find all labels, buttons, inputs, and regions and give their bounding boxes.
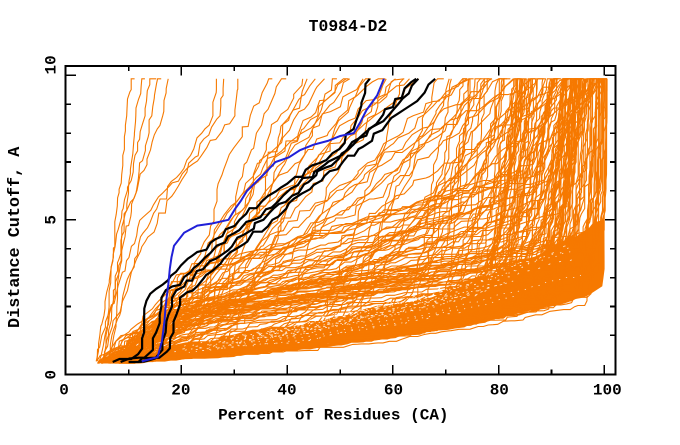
svg-text:10: 10 — [42, 55, 60, 74]
svg-text:20: 20 — [171, 382, 190, 400]
svg-text:60: 60 — [384, 382, 403, 400]
svg-text:5: 5 — [42, 215, 60, 225]
svg-text:100: 100 — [593, 382, 622, 400]
svg-text:0: 0 — [59, 382, 69, 400]
svg-text:40: 40 — [277, 382, 296, 400]
svg-text:80: 80 — [490, 382, 509, 400]
svg-text:Distance Cutoff, A: Distance Cutoff, A — [6, 146, 25, 328]
svg-text:T0984-D2: T0984-D2 — [309, 17, 388, 36]
svg-text:0: 0 — [42, 370, 60, 380]
svg-text:Percent of Residues (CA): Percent of Residues (CA) — [218, 406, 448, 424]
